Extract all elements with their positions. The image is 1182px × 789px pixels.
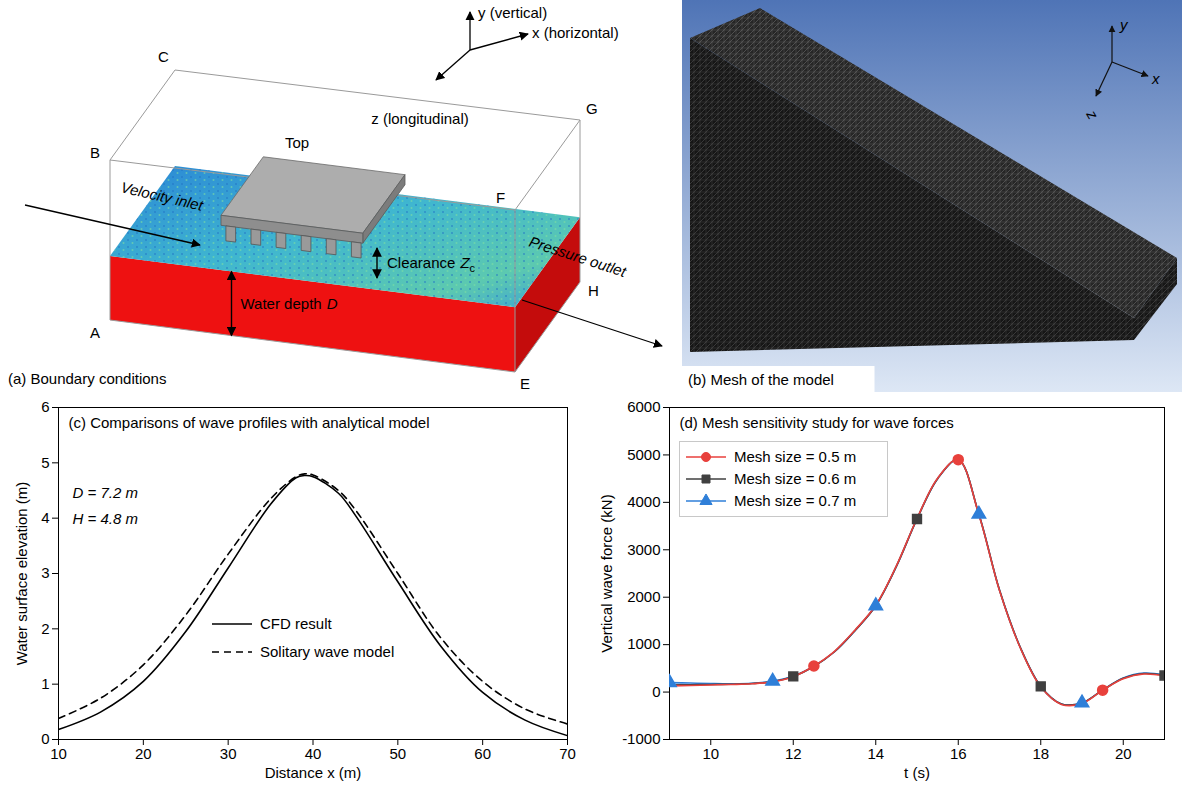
- svg-text:Top: Top: [285, 134, 309, 151]
- svg-text:ClearanceZc: ClearanceZc: [387, 254, 476, 274]
- svg-text:4: 4: [41, 509, 49, 526]
- svg-text:B: B: [90, 144, 100, 161]
- svg-text:(a) Boundary conditions: (a) Boundary conditions: [8, 370, 166, 387]
- svg-text:10: 10: [702, 745, 719, 762]
- svg-text:1: 1: [41, 675, 49, 692]
- svg-text:6000: 6000: [627, 398, 660, 415]
- svg-text:14: 14: [867, 745, 884, 762]
- svg-text:16: 16: [950, 745, 967, 762]
- svg-text:H: H: [588, 282, 599, 299]
- svg-text:70: 70: [559, 745, 576, 762]
- svg-text:z (longitudinal): z (longitudinal): [371, 110, 469, 127]
- svg-text:F: F: [496, 189, 505, 206]
- svg-text:2000: 2000: [627, 588, 660, 605]
- svg-text:6: 6: [41, 398, 49, 415]
- svg-text:Mesh size = 0.7 m: Mesh size = 0.7 m: [734, 492, 856, 509]
- svg-text:CFD result: CFD result: [260, 615, 333, 632]
- svg-text:1000: 1000: [627, 635, 660, 652]
- svg-text:40: 40: [305, 745, 322, 762]
- svg-text:5: 5: [41, 454, 49, 471]
- svg-text:10: 10: [50, 745, 67, 762]
- svg-text:Distance x (m): Distance x (m): [265, 764, 362, 781]
- svg-text:(d) Mesh sensitivity study for: (d) Mesh sensitivity study for wave forc…: [680, 414, 954, 431]
- svg-text:x: x: [1151, 70, 1160, 87]
- svg-text:A: A: [90, 324, 100, 341]
- svg-text:12: 12: [785, 745, 802, 762]
- svg-text:G: G: [586, 100, 598, 117]
- svg-text:Water surface elevation (m): Water surface elevation (m): [13, 482, 30, 666]
- svg-text:y: y: [1119, 16, 1129, 33]
- svg-text:2: 2: [41, 620, 49, 637]
- svg-text:0: 0: [652, 683, 660, 700]
- svg-text:Solitary wave model: Solitary wave model: [260, 643, 394, 660]
- svg-text:3000: 3000: [627, 541, 660, 558]
- svg-text:5000: 5000: [627, 446, 660, 463]
- svg-text:20: 20: [1115, 745, 1132, 762]
- svg-text:Pressure outlet: Pressure outlet: [527, 233, 629, 281]
- svg-text:C: C: [158, 48, 169, 65]
- svg-text:20: 20: [135, 745, 152, 762]
- svg-text:18: 18: [1032, 745, 1049, 762]
- svg-text:50: 50: [389, 745, 406, 762]
- svg-text:Velocity inlet: Velocity inlet: [119, 178, 205, 214]
- svg-text:z: z: [1083, 106, 1102, 122]
- svg-text:4000: 4000: [627, 493, 660, 510]
- svg-text:(c) Comparisons of wave profil: (c) Comparisons of wave profiles with an…: [69, 414, 430, 431]
- svg-text:H = 4.8 m: H = 4.8 m: [73, 510, 138, 527]
- svg-text:Water depthD: Water depthD: [241, 295, 338, 312]
- svg-text:3: 3: [41, 564, 49, 581]
- svg-text:x (horizontal): x (horizontal): [532, 24, 619, 41]
- svg-text:30: 30: [220, 745, 237, 762]
- svg-text:60: 60: [474, 745, 491, 762]
- svg-text:Mesh size = 0.6 m: Mesh size = 0.6 m: [734, 470, 856, 487]
- svg-text:Vertical wave force (kN): Vertical wave force (kN): [598, 494, 615, 652]
- svg-text:t (s): t (s): [904, 764, 930, 781]
- svg-text:y (vertical): y (vertical): [478, 4, 547, 21]
- svg-text:-1000: -1000: [622, 730, 660, 747]
- svg-text:Mesh size = 0.5 m: Mesh size = 0.5 m: [734, 448, 856, 465]
- svg-text:0: 0: [41, 730, 49, 747]
- svg-text:(b) Mesh of the model: (b) Mesh of the model: [688, 371, 834, 388]
- svg-text:E: E: [520, 375, 530, 392]
- svg-text:D = 7.2 m: D = 7.2 m: [73, 484, 138, 501]
